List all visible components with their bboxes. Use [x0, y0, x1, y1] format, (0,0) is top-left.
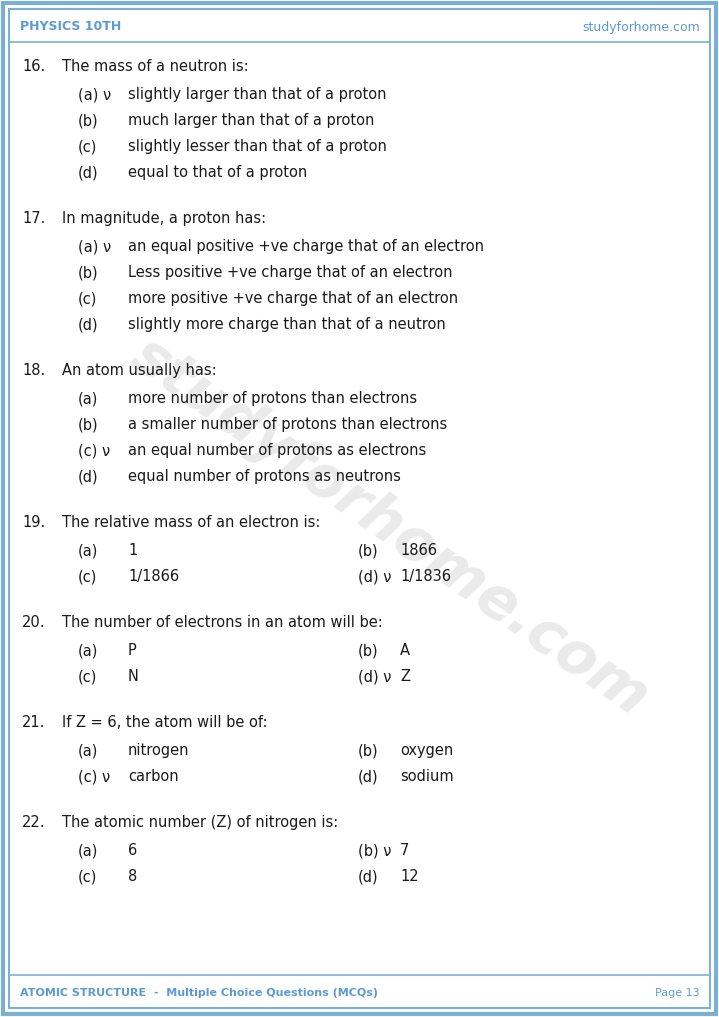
Text: studyforhome.com: studyforhome.com [121, 326, 659, 727]
Text: 6: 6 [128, 843, 137, 858]
Text: carbon: carbon [128, 769, 178, 784]
Text: The mass of a neutron is:: The mass of a neutron is: [62, 59, 249, 74]
Text: 8: 8 [128, 869, 137, 884]
Text: (d): (d) [358, 869, 379, 884]
Text: (d): (d) [78, 469, 99, 484]
Text: 21.: 21. [22, 715, 45, 730]
Text: nitrogen: nitrogen [128, 743, 190, 758]
Text: an equal number of protons as electrons: an equal number of protons as electrons [128, 443, 426, 458]
Text: (a): (a) [78, 543, 99, 558]
Text: (d): (d) [78, 165, 99, 180]
Text: N: N [128, 669, 139, 684]
Text: (c): (c) [78, 291, 97, 306]
Text: (c): (c) [78, 669, 97, 684]
Text: (d): (d) [358, 769, 379, 784]
Text: (b) ν: (b) ν [358, 843, 392, 858]
Text: 1/1866: 1/1866 [128, 569, 179, 584]
Text: A: A [400, 643, 410, 658]
Text: (b): (b) [358, 643, 379, 658]
Text: (b): (b) [358, 543, 379, 558]
Text: PHYSICS 10TH: PHYSICS 10TH [20, 20, 122, 34]
Text: a smaller number of protons than electrons: a smaller number of protons than electro… [128, 417, 447, 432]
Text: The relative mass of an electron is:: The relative mass of an electron is: [62, 515, 321, 530]
Text: 16.: 16. [22, 59, 45, 74]
Text: 22.: 22. [22, 815, 45, 830]
Text: (b): (b) [358, 743, 379, 758]
Text: 19.: 19. [22, 515, 45, 530]
Text: more positive +ve charge that of an electron: more positive +ve charge that of an elec… [128, 291, 458, 306]
Text: (a): (a) [78, 643, 99, 658]
Text: 17.: 17. [22, 211, 45, 226]
Text: oxygen: oxygen [400, 743, 453, 758]
Text: (b): (b) [78, 417, 99, 432]
Text: 1/1836: 1/1836 [400, 569, 451, 584]
Text: (a): (a) [78, 843, 99, 858]
Text: In magnitude, a proton has:: In magnitude, a proton has: [62, 211, 266, 226]
Text: 7: 7 [400, 843, 409, 858]
Text: (c): (c) [78, 869, 97, 884]
Text: much larger than that of a proton: much larger than that of a proton [128, 113, 375, 128]
Text: (d) ν: (d) ν [358, 669, 392, 684]
Text: 20.: 20. [22, 615, 45, 630]
Text: equal to that of a proton: equal to that of a proton [128, 165, 307, 180]
Text: (c) ν: (c) ν [78, 769, 110, 784]
Text: sodium: sodium [400, 769, 454, 784]
Text: (c): (c) [78, 569, 97, 584]
Text: 12: 12 [400, 869, 418, 884]
Text: (d): (d) [78, 317, 99, 332]
Text: an equal positive +ve charge that of an electron: an equal positive +ve charge that of an … [128, 239, 484, 254]
Text: (a) ν: (a) ν [78, 87, 111, 102]
Text: studyforhome.com: studyforhome.com [582, 20, 700, 34]
Text: The number of electrons in an atom will be:: The number of electrons in an atom will … [62, 615, 383, 630]
Text: Less positive +ve charge that of an electron: Less positive +ve charge that of an elec… [128, 265, 452, 280]
Text: P: P [128, 643, 137, 658]
Text: Page 13: Page 13 [656, 988, 700, 998]
Text: (b): (b) [78, 113, 99, 128]
Text: ATOMIC STRUCTURE  -  Multiple Choice Questions (MCQs): ATOMIC STRUCTURE - Multiple Choice Quest… [20, 988, 378, 998]
Text: (b): (b) [78, 265, 99, 280]
Text: slightly lesser than that of a proton: slightly lesser than that of a proton [128, 139, 387, 154]
Text: (d) ν: (d) ν [358, 569, 392, 584]
Text: more number of protons than electrons: more number of protons than electrons [128, 391, 417, 406]
Text: (c): (c) [78, 139, 97, 154]
Text: slightly more charge than that of a neutron: slightly more charge than that of a neut… [128, 317, 446, 332]
Text: 1866: 1866 [400, 543, 437, 558]
Text: (a) ν: (a) ν [78, 239, 111, 254]
Text: (a): (a) [78, 743, 99, 758]
Text: (c) ν: (c) ν [78, 443, 110, 458]
Text: equal number of protons as neutrons: equal number of protons as neutrons [128, 469, 401, 484]
Text: 1: 1 [128, 543, 137, 558]
Text: The atomic number (Z) of nitrogen is:: The atomic number (Z) of nitrogen is: [62, 815, 338, 830]
Text: If Z = 6, the atom will be of:: If Z = 6, the atom will be of: [62, 715, 267, 730]
Text: (a): (a) [78, 391, 99, 406]
Text: An atom usually has:: An atom usually has: [62, 363, 216, 378]
Text: 18.: 18. [22, 363, 45, 378]
Text: slightly larger than that of a proton: slightly larger than that of a proton [128, 87, 387, 102]
Text: Z: Z [400, 669, 410, 684]
